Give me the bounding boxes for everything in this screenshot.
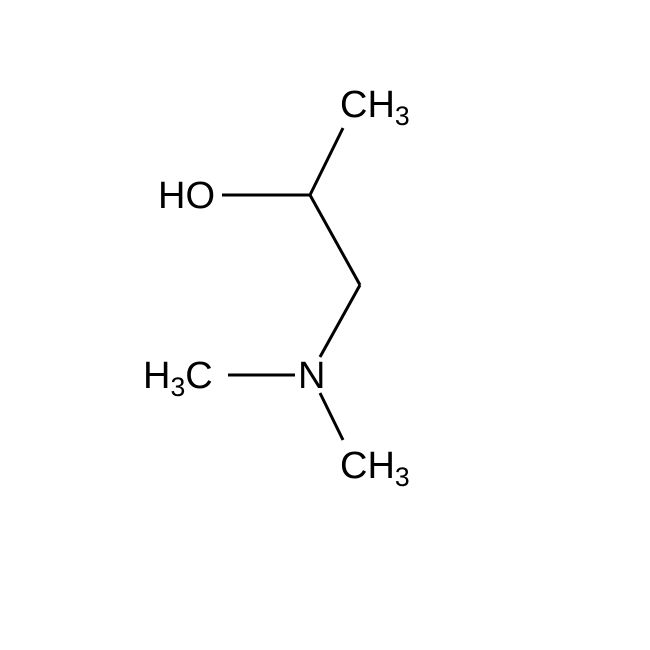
molecule-diagram: CH3 HO N H3C CH3 [0, 0, 650, 650]
bond-c2-c1 [310, 195, 360, 285]
atom-labels: CH3 HO N H3C CH3 [143, 84, 410, 492]
label-ho: HO [158, 175, 215, 217]
label-ch3-top: CH3 [340, 84, 410, 131]
bond-c1-n [320, 285, 360, 357]
label-n: N [298, 355, 325, 397]
bond-ch3top-c2 [310, 128, 343, 195]
bonds [222, 128, 360, 440]
label-h3c-left: H3C [143, 355, 213, 402]
bond-n-ch3bot [320, 393, 343, 440]
label-ch3-bot: CH3 [340, 445, 410, 492]
